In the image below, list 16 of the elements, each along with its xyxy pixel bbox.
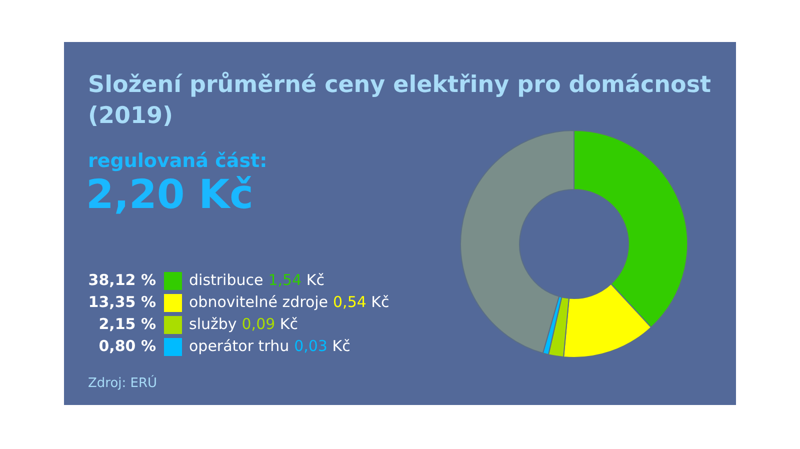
- text: regulovaná část:: [88, 150, 268, 172]
- text: 0,54 Kč: [333, 292, 390, 311]
- text: Zdroj: ERÚ: [88, 376, 158, 391]
- text: 0,03 Kč: [294, 336, 350, 355]
- data-label: 0,80 %: [98, 336, 156, 355]
- legend-label: obnovitelné zdroje: [189, 292, 328, 311]
- legend-label: služby: [189, 314, 237, 333]
- legend-label: distribuce: [189, 270, 264, 289]
- data-label: 13,35 %: [88, 292, 156, 311]
- chart-title: Složení průměrné ceny elektřiny pro domácnost (2019): [88, 70, 712, 131]
- legend-label: operátor trhu: [189, 336, 290, 355]
- text: 2,20 Kč: [86, 172, 254, 218]
- data-label: 2,15 %: [98, 314, 156, 333]
- text: 1,54 Kč: [268, 270, 324, 289]
- data-label: 38,12 %: [88, 270, 156, 289]
- text: 0,09 Kč: [242, 314, 298, 333]
